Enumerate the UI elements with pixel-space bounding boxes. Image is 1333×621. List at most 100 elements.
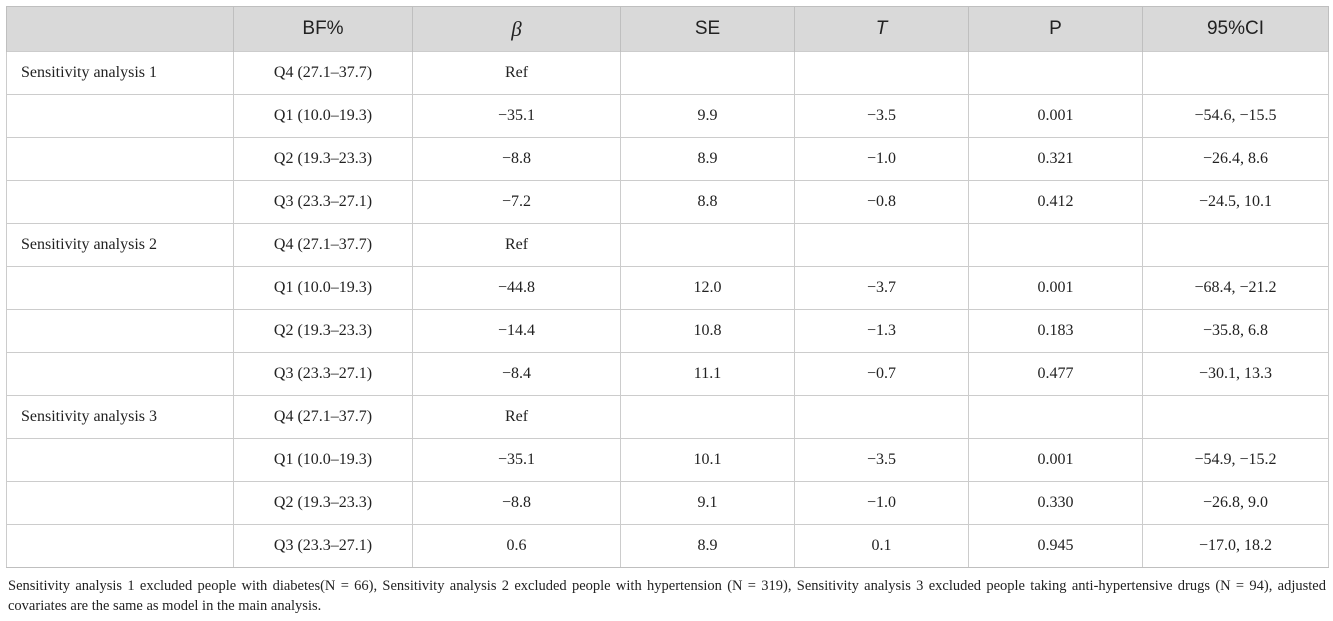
beta-cell: −44.8 (412, 266, 621, 310)
ci-cell: −17.0, 18.2 (1142, 524, 1329, 568)
t-cell: −3.5 (794, 94, 969, 138)
ci-cell (1142, 395, 1329, 439)
table-row: Q1 (10.0–19.3) −44.8 12.0 −3.7 0.001 −68.4, −… (6, 266, 1329, 310)
t-cell: −1.3 (794, 309, 969, 353)
bf-cell: Q2 (19.3–23.3) (233, 481, 413, 525)
bf-cell: Q4 (27.1–37.7) (233, 223, 413, 267)
p-cell: 0.321 (968, 137, 1143, 181)
t-cell: −3.7 (794, 266, 969, 310)
header-row: BF% β SE T P 95%CI (6, 6, 1329, 52)
header-cell-beta: β (412, 6, 621, 52)
se-cell: 10.8 (620, 309, 795, 353)
beta-cell: Ref (412, 223, 621, 267)
t-cell: 0.1 (794, 524, 969, 568)
p-cell: 0.001 (968, 266, 1143, 310)
group-cell (6, 352, 234, 396)
t-cell (794, 51, 969, 95)
bf-cell: Q1 (10.0–19.3) (233, 266, 413, 310)
beta-cell: −8.4 (412, 352, 621, 396)
ci-cell: −68.4, −21.2 (1142, 266, 1329, 310)
group-cell (6, 309, 234, 353)
se-cell (620, 51, 795, 95)
t-cell: −3.5 (794, 438, 969, 482)
table-header: BF% β SE T P 95%CI (6, 6, 1329, 52)
bf-cell: Q3 (23.3–27.1) (233, 524, 413, 568)
table-footnote: Sensitivity analysis 1 excluded people w… (8, 578, 1326, 614)
table-row: Sensitivity analysis 2 Q4 (27.1–37.7) Ref (6, 223, 1329, 267)
se-cell: 12.0 (620, 266, 795, 310)
t-cell: −1.0 (794, 137, 969, 181)
beta-cell: −35.1 (412, 94, 621, 138)
header-cell-ci: 95%CI (1142, 6, 1329, 52)
header-cell-bf: BF% (233, 6, 413, 52)
beta-cell: −35.1 (412, 438, 621, 482)
bf-cell: Q1 (10.0–19.3) (233, 438, 413, 482)
beta-cell: −7.2 (412, 180, 621, 224)
table-row: Q2 (19.3–23.3) −8.8 9.1 −1.0 0.330 −26.8, 9.0 (6, 481, 1329, 525)
header-cell-p: P (968, 6, 1143, 52)
t-cell: −1.0 (794, 481, 969, 525)
ci-cell: −26.8, 9.0 (1142, 481, 1329, 525)
bf-cell: Q3 (23.3–27.1) (233, 352, 413, 396)
t-cell: −0.8 (794, 180, 969, 224)
p-cell: 0.001 (968, 438, 1143, 482)
bf-cell: Q4 (27.1–37.7) (233, 395, 413, 439)
group-cell (6, 438, 234, 482)
bf-cell: Q3 (23.3–27.1) (233, 180, 413, 224)
bf-cell: Q2 (19.3–23.3) (233, 137, 413, 181)
se-cell: 10.1 (620, 438, 795, 482)
table-row: Q1 (10.0–19.3) −35.1 10.1 −3.5 0.001 −54.9, −… (6, 438, 1329, 482)
ci-cell: −24.5, 10.1 (1142, 180, 1329, 224)
group-cell (6, 180, 234, 224)
table-row: Sensitivity analysis 1 Q4 (27.1–37.7) Ref (6, 51, 1329, 95)
table-row: Q2 (19.3–23.3) −14.4 10.8 −1.3 0.183 −35.8, 6… (6, 309, 1329, 353)
se-cell (620, 395, 795, 439)
p-cell: 0.001 (968, 94, 1143, 138)
se-cell (620, 223, 795, 267)
bf-cell: Q2 (19.3–23.3) (233, 309, 413, 353)
se-cell: 8.9 (620, 524, 795, 568)
header-cell-group (6, 6, 234, 52)
beta-cell: Ref (412, 395, 621, 439)
ci-cell: −54.6, −15.5 (1142, 94, 1329, 138)
group-cell (6, 524, 234, 568)
p-cell: 0.330 (968, 481, 1143, 525)
beta-cell: −14.4 (412, 309, 621, 353)
table-body: Sensitivity analysis 1 Q4 (27.1–37.7) Ref Q… (6, 51, 1329, 568)
group-cell (6, 266, 234, 310)
beta-cell: Ref (412, 51, 621, 95)
p-cell: 0.412 (968, 180, 1143, 224)
p-cell: 0.183 (968, 309, 1143, 353)
p-cell (968, 395, 1143, 439)
beta-cell: −8.8 (412, 481, 621, 525)
group-cell: Sensitivity analysis 3 (6, 395, 234, 439)
group-cell: Sensitivity analysis 2 (6, 223, 234, 267)
group-cell (6, 137, 234, 181)
table-row: Q3 (23.3–27.1) −7.2 8.8 −0.8 0.412 −24.5, 10.… (6, 180, 1329, 224)
group-cell (6, 481, 234, 525)
group-cell (6, 94, 234, 138)
t-cell (794, 395, 969, 439)
p-cell (968, 51, 1143, 95)
bf-cell: Q1 (10.0–19.3) (233, 94, 413, 138)
t-cell: −0.7 (794, 352, 969, 396)
se-cell: 11.1 (620, 352, 795, 396)
table-row: Q2 (19.3–23.3) −8.8 8.9 −1.0 0.321 −26.4, 8.6 (6, 137, 1329, 181)
results-table: BF% β SE T P 95%CI Sensitivity analysis … (6, 6, 1329, 568)
table-row: Q3 (23.3–27.1) −8.4 11.1 −0.7 0.477 −30.1, 13… (6, 352, 1329, 396)
ci-cell (1142, 223, 1329, 267)
beta-cell: −8.8 (412, 137, 621, 181)
p-cell (968, 223, 1143, 267)
table-row: Q3 (23.3–27.1) 0.6 8.9 0.1 0.945 −17.0, 18.2 (6, 524, 1329, 568)
bf-cell: Q4 (27.1–37.7) (233, 51, 413, 95)
ci-cell (1142, 51, 1329, 95)
ci-cell: −54.9, −15.2 (1142, 438, 1329, 482)
se-cell: 8.8 (620, 180, 795, 224)
ci-cell: −26.4, 8.6 (1142, 137, 1329, 181)
se-cell: 8.9 (620, 137, 795, 181)
ci-cell: −35.8, 6.8 (1142, 309, 1329, 353)
table-row: Sensitivity analysis 3 Q4 (27.1–37.7) Ref (6, 395, 1329, 439)
se-cell: 9.1 (620, 481, 795, 525)
p-cell: 0.477 (968, 352, 1143, 396)
t-cell (794, 223, 969, 267)
